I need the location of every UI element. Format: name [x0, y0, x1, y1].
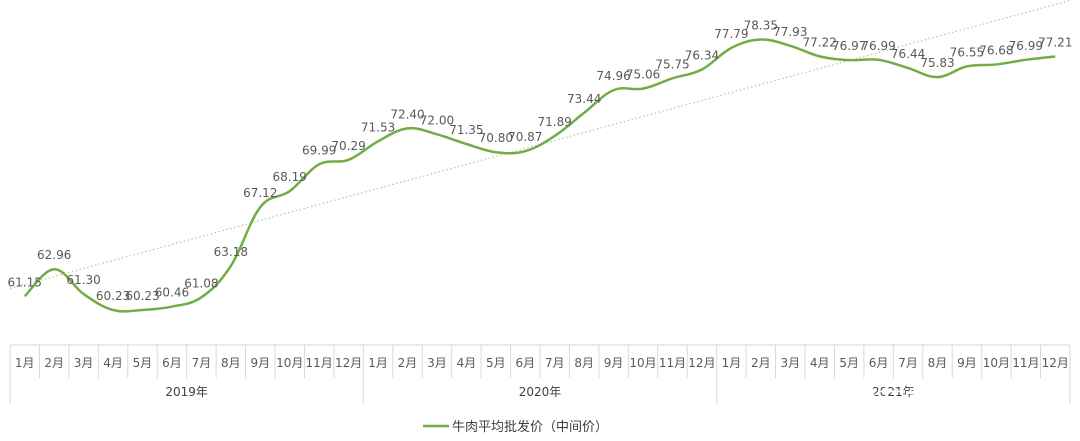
x-tick-label: 3月 [427, 356, 447, 370]
data-label: 61.08 [184, 276, 218, 290]
x-tick-label: 2月 [398, 356, 418, 370]
data-label: 76.55 [950, 45, 984, 59]
x-tick-label: 4月 [810, 356, 830, 370]
x-tick-label: 7月 [545, 356, 565, 370]
data-label: 76.99 [1009, 39, 1043, 53]
x-tick-label: 8月 [574, 356, 594, 370]
data-label: 60.46 [155, 286, 189, 300]
x-tick-label: 3月 [780, 356, 800, 370]
data-label: 77.93 [773, 25, 807, 39]
x-tick-label: 11月 [1012, 356, 1039, 370]
data-label: 76.99 [861, 39, 895, 53]
data-label: 61.15 [8, 275, 42, 289]
data-label: 69.99 [302, 143, 336, 157]
data-label: 70.87 [508, 130, 542, 144]
data-label: 63.18 [214, 245, 248, 259]
x-tick-label: 5月 [486, 356, 506, 370]
x-tick-label: 7月 [898, 356, 918, 370]
x-tick-label: 4月 [103, 356, 123, 370]
data-label: 75.83 [920, 56, 954, 70]
x-tick-label: 9月 [957, 356, 977, 370]
x-tick-label: 6月 [515, 356, 535, 370]
x-tick-label: 7月 [192, 356, 212, 370]
category-axis-table: 1月 2月 3月 4月 5月 6月 7月 8月 9月 10月 11月 12月 1月 2月 3月 4月 5月 6月 7… [9, 344, 1071, 404]
x-group-label: 2020年 [519, 385, 562, 399]
watermark: 知乎 @勤劳的小蜜蜂 [760, 387, 1012, 418]
x-tick-label: 9月 [250, 356, 270, 370]
data-label-layer: 61.1562.9661.3060.2360.2360.4661.0863.18… [8, 19, 1073, 304]
data-label: 77.21 [1038, 36, 1072, 50]
data-label: 68.19 [273, 170, 307, 184]
x-tick-label: 12月 [1042, 356, 1069, 370]
x-tick-label: 4月 [457, 356, 477, 370]
x-tick-label: 12月 [335, 356, 362, 370]
data-label: 61.30 [66, 273, 100, 287]
data-label: 77.79 [714, 27, 748, 41]
x-tick-label: 5月 [133, 356, 153, 370]
data-label: 75.06 [626, 68, 660, 82]
data-label: 71.35 [449, 123, 483, 137]
data-label: 75.75 [655, 57, 689, 71]
data-label: 76.97 [832, 39, 866, 53]
series-line [23, 38, 1056, 313]
x-tick-label: 12月 [688, 356, 715, 370]
x-tick-label: 5月 [839, 356, 859, 370]
data-label: 67.12 [243, 186, 277, 200]
x-tick-label: 11月 [306, 356, 333, 370]
x-tick-label: 2月 [751, 356, 771, 370]
data-label: 70.80 [479, 131, 513, 145]
x-tick-label: 10月 [276, 356, 303, 370]
x-tick-label: 8月 [928, 356, 948, 370]
x-tick-label: 6月 [162, 356, 182, 370]
data-label: 62.96 [37, 248, 71, 262]
legend: 牛肉平均批发价（中间价） [423, 419, 608, 435]
x-tick-label: 1月 [368, 356, 388, 370]
x-tick-label: 1月 [15, 356, 35, 370]
data-label: 72.40 [390, 107, 424, 121]
data-label: 74.96 [596, 69, 630, 83]
x-tick-label: 3月 [74, 356, 94, 370]
data-label: 60.23 [125, 289, 159, 303]
data-label: 78.35 [744, 19, 778, 33]
x-group-label: 2021年 [872, 385, 915, 399]
data-label: 71.89 [538, 115, 572, 129]
data-label: 76.68 [979, 43, 1013, 57]
x-tick-label: 10月 [983, 356, 1010, 370]
data-label: 72.00 [420, 113, 454, 127]
data-label: 77.22 [803, 35, 837, 49]
x-tick-label: 6月 [869, 356, 889, 370]
data-label: 76.34 [685, 49, 719, 63]
x-group-label: 2019年 [165, 385, 208, 399]
x-tick-label: 2月 [44, 356, 64, 370]
data-label: 60.23 [96, 289, 130, 303]
x-tick-label: 9月 [604, 356, 624, 370]
data-label: 76.44 [891, 47, 925, 61]
data-label: 73.44 [567, 92, 601, 106]
legend-label: 牛肉平均批发价（中间价） [452, 419, 608, 435]
x-tick-label: 1月 [722, 356, 742, 370]
x-tick-label: 8月 [221, 356, 241, 370]
x-tick-label: 11月 [659, 356, 686, 370]
series-line-layer [23, 38, 1056, 313]
x-tick-label: 10月 [629, 356, 656, 370]
data-label: 71.53 [361, 120, 395, 134]
data-label: 70.29 [331, 139, 365, 153]
